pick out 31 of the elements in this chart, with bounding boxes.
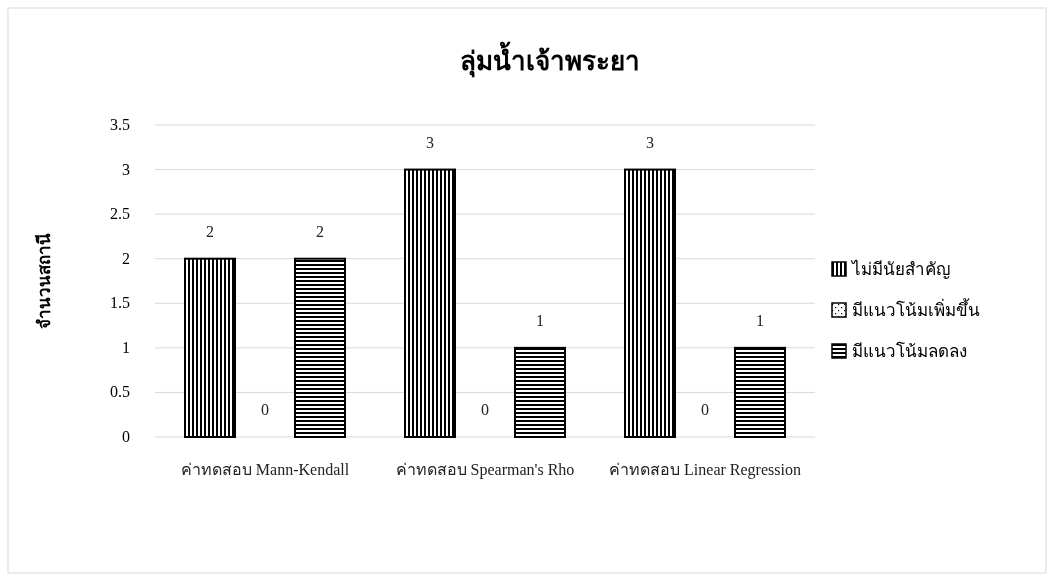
data-label: 0 [481,401,489,418]
data-label: 2 [206,222,214,240]
data-label: 0 [701,401,709,418]
y-tick-label: 1 [122,338,130,356]
chart-title: ลุ่มน้ำเจ้าพระยา [460,41,640,78]
legend-label: มีแนวโน้มลดลง [852,341,967,361]
legend-label: มีแนวโน้มเพิ่มขึ้น [852,298,980,320]
bar [734,346,786,438]
x-tick-label: ค่าทดสอบ Mann-Kendall [180,461,350,478]
y-axis-title: จำนวนสถานี [34,233,54,329]
legend-label: ไม่มีนัยสำคัญ [850,259,950,279]
bar [184,257,236,438]
y-tick-label: 2 [122,249,130,267]
x-tick-label: ค่าทดสอบ Spearman's Rho [395,461,575,479]
data-label: 2 [316,222,324,240]
y-tick-label: 0.5 [110,383,130,401]
bar [624,168,676,438]
bar [514,346,566,438]
y-tick-label: 3 [122,160,130,178]
y-tick-label: 0 [122,428,130,445]
data-label: 1 [756,311,764,329]
data-label: 0 [261,401,269,418]
y-tick-label: 2.5 [110,205,130,223]
y-tick-label: 3.5 [110,116,130,133]
x-tick-label: ค่าทดสอบ Linear Regression [609,461,801,479]
bar [404,168,456,438]
data-label: 1 [536,311,544,329]
bar [294,257,346,438]
data-label: 3 [646,133,654,151]
data-label: 3 [426,133,434,151]
y-tick-label: 1.5 [110,294,130,312]
